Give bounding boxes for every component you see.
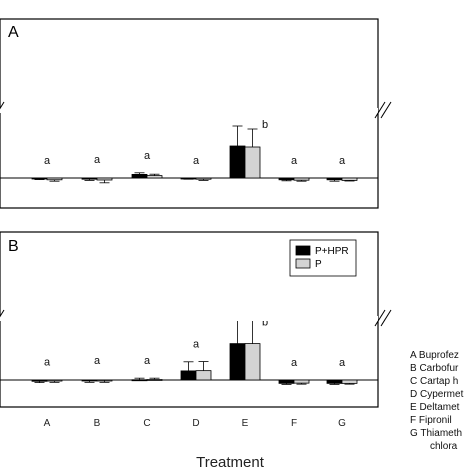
bar-p-g — [341, 177, 358, 181]
significance-label: a — [44, 155, 51, 167]
break-mark-right — [374, 309, 386, 327]
bar-p-c — [146, 175, 163, 179]
bar-phpr-a — [31, 379, 48, 382]
significance-label: a — [339, 155, 346, 167]
bar-phpr-c — [131, 173, 148, 179]
significance-label: a — [94, 355, 101, 367]
break-mark-right — [380, 309, 392, 327]
bar-phpr-d — [180, 370, 197, 381]
significance-label: a — [94, 154, 101, 166]
significance-label: a — [144, 355, 151, 367]
bar-p-d — [195, 177, 212, 180]
panel-letter: A — [8, 24, 19, 41]
significance-label: a — [193, 339, 200, 351]
x-tick-label: A — [44, 418, 51, 429]
bar-phpr-c — [131, 379, 148, 382]
x-tick-labels: A B C D E F G — [44, 418, 346, 429]
bar-p-d — [195, 370, 212, 381]
x-tick-label: B — [94, 418, 101, 429]
bar-p-b — [96, 177, 113, 181]
x-axis-title: Treatment — [196, 454, 265, 471]
significance-label: b — [262, 317, 268, 329]
break-mark-left — [0, 309, 5, 318]
bar-phpr-f — [278, 379, 295, 384]
x-tick-label: F — [291, 418, 297, 429]
treatment-key-item: B Carbofur — [410, 363, 459, 374]
significance-label: a — [291, 357, 298, 369]
treatment-key-item: C Cartap h — [410, 376, 458, 387]
bar-phpr-f — [278, 177, 295, 181]
break-mark-left — [0, 101, 5, 110]
significance-label: a — [291, 155, 298, 167]
treatment-key-item: F Fipronil — [410, 415, 452, 426]
significance-label: a — [44, 357, 51, 369]
bar-phpr-g — [326, 177, 343, 181]
bar-phpr-e — [229, 145, 246, 179]
significance-label: b — [262, 119, 268, 131]
x-tick-label: E — [242, 418, 249, 429]
legend-swatch — [295, 245, 311, 256]
bar-p-a — [46, 379, 63, 382]
bar-p-c — [146, 379, 163, 381]
bar-p-a — [46, 177, 63, 181]
bar-p-f — [293, 177, 310, 181]
x-tick-label: C — [143, 418, 150, 429]
x-tick-label: D — [192, 418, 199, 429]
significance-label: a — [339, 357, 346, 369]
bar-p-f — [293, 379, 310, 384]
panel-a: a a a a b a a A — [0, 18, 392, 209]
bar-p-e — [244, 343, 261, 381]
axis-break-gap — [0, 316, 378, 321]
legend-label: P+HPR — [315, 246, 349, 257]
bar-phpr-b — [81, 177, 98, 180]
bar-phpr-e — [229, 343, 246, 381]
panel-b: a a a a b a a B P+HPR P — [0, 231, 392, 408]
x-tick-label: G — [338, 418, 346, 429]
bar-phpr-g — [326, 379, 343, 384]
axis-break-gap — [0, 108, 378, 113]
bar-p-e — [244, 146, 261, 179]
treatment-key-item: chlora — [430, 441, 458, 452]
legend-label: P — [315, 259, 322, 270]
bar-p-g — [341, 379, 358, 384]
break-mark-right — [380, 101, 392, 119]
significance-label: a — [193, 155, 200, 167]
treatment-key-item: A Buprofez — [410, 350, 459, 361]
bar-phpr-a — [31, 177, 48, 180]
treatment-key-item: E Deltamet — [410, 402, 460, 413]
panel-letter: B — [8, 238, 19, 255]
treatment-key-item: D Cypermet — [410, 389, 464, 400]
treatment-key: A Buprofez B Carbofur C Cartap h D Cypermet… — [410, 350, 464, 452]
treatment-key-item: G Thiameth — [410, 428, 462, 439]
legend-swatch — [295, 258, 311, 269]
break-mark-right — [374, 101, 386, 119]
significance-label: a — [144, 150, 151, 162]
